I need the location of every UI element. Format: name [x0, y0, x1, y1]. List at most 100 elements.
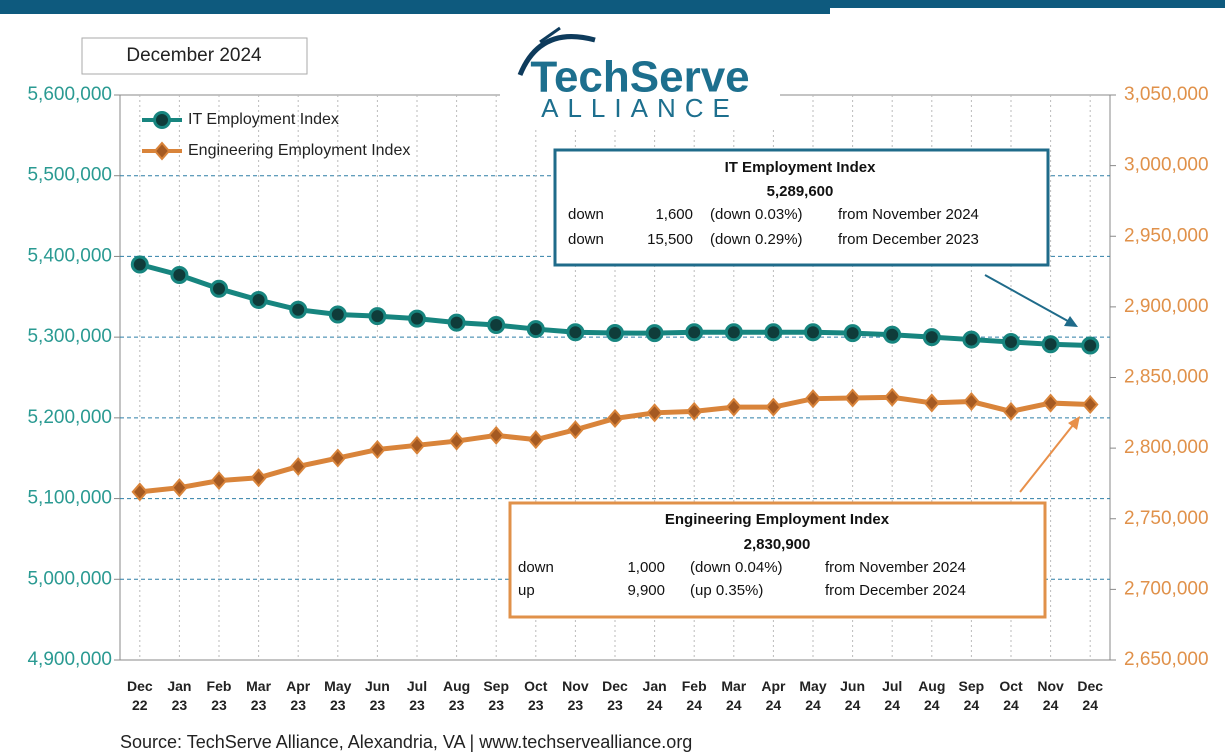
x-tick-label: Dec 23	[602, 678, 628, 713]
legend-label: Engineering Employment Index	[188, 142, 410, 159]
x-tick-label: Jan 23	[167, 678, 191, 713]
marker	[130, 255, 149, 274]
x-tick-label: May 24	[799, 678, 826, 713]
annotation-cell: (down 0.04%)	[690, 559, 783, 576]
marker	[1002, 332, 1020, 351]
marker	[527, 430, 545, 450]
annotation-value: 5,289,600	[767, 183, 834, 200]
annotation-cell: 9,900	[627, 582, 665, 599]
marker	[289, 456, 307, 477]
annotation-cell: from November 2024	[825, 559, 966, 576]
marker	[1002, 401, 1020, 421]
marker	[171, 478, 188, 498]
marker	[963, 391, 980, 412]
y-tick-label: 5,200,000	[27, 407, 112, 428]
marker	[567, 420, 584, 440]
marker	[1081, 336, 1100, 355]
x-tick-label: Dec 22	[127, 678, 153, 713]
marker	[804, 323, 822, 342]
x-tick-label: Aug 23	[443, 678, 470, 713]
y2-tick-label: 2,900,000	[1124, 296, 1209, 317]
marker	[685, 323, 704, 342]
x-tick-label: Oct 24	[999, 678, 1023, 713]
y2-tick-label: 2,650,000	[1124, 649, 1209, 670]
marker	[606, 324, 624, 343]
x-tick-label: Apr 24	[761, 678, 786, 713]
marker	[131, 482, 149, 502]
marker	[883, 387, 901, 407]
data-layer: IT Employment Index Engineering Employmen…	[130, 111, 1100, 502]
marker	[487, 316, 506, 335]
marker	[765, 397, 782, 417]
annotation-cell: (down 0.29%)	[710, 231, 803, 248]
marker	[804, 389, 822, 409]
x-tick-label: Apr 23	[286, 678, 311, 713]
marker	[170, 265, 189, 284]
x-tick-label: Jul 24	[882, 678, 902, 713]
arrow-head	[1064, 316, 1078, 327]
legend-label: IT Employment Index	[188, 111, 339, 128]
marker	[1041, 335, 1060, 354]
marker	[408, 435, 426, 455]
marker	[289, 300, 308, 319]
y2-tick-label: 2,950,000	[1124, 225, 1209, 246]
marker	[448, 431, 465, 451]
marker	[408, 309, 426, 328]
marker	[1081, 394, 1099, 414]
x-tick-label: Jul 23	[407, 678, 427, 713]
x-tick-label: Aug 24	[918, 678, 945, 713]
logo-swoosh	[517, 34, 596, 76]
annotation-cell: from December 2024	[825, 582, 966, 599]
marker	[328, 305, 347, 324]
x-tick-label: Dec 24	[1077, 678, 1103, 713]
x-tick-label: Feb 23	[207, 678, 232, 713]
annotation-box	[508, 501, 1047, 619]
x-tick-label: Feb 24	[682, 678, 707, 713]
source: Source: TechServe Alliance, Alexandria, …	[120, 732, 692, 752]
y-tick-label: 4,900,000	[27, 649, 112, 670]
annotation-cell: down	[568, 231, 604, 248]
marker	[487, 425, 505, 445]
x-tick-label: Nov 24	[1037, 678, 1064, 713]
y-tick-label: 5,000,000	[27, 568, 112, 589]
annotation-cell: (up 0.35%)	[690, 582, 763, 599]
annotation-cell: 1,000	[627, 559, 665, 576]
y-tick-label: 5,100,000	[27, 488, 112, 509]
marker	[210, 279, 228, 298]
logo-sub: ALLIANCE	[541, 93, 739, 123]
date-box	[81, 37, 308, 75]
annotation-cell: 1,600	[655, 206, 693, 223]
marker	[153, 141, 171, 161]
marker	[844, 388, 861, 408]
marker	[526, 320, 545, 339]
annotation-cell: from November 2024	[838, 206, 979, 223]
y-tick-label: 5,600,000	[27, 84, 112, 105]
marker	[368, 307, 387, 326]
y2-tick-label: 3,050,000	[1124, 84, 1209, 105]
annotation-box	[553, 148, 1050, 267]
marker	[685, 401, 703, 421]
y2-tick-label: 2,750,000	[1124, 508, 1209, 529]
marker	[210, 471, 228, 491]
x-tick-label: Mar 23	[246, 678, 271, 713]
marker	[922, 328, 941, 347]
x-tick-label: Mar 24	[721, 678, 746, 713]
chart-title: December 2024	[126, 45, 262, 66]
annotation-cell: up	[518, 582, 535, 599]
x-tick-label: Jun 23	[365, 678, 390, 713]
annotation-cell: from December 2023	[838, 231, 979, 248]
marker	[447, 313, 466, 332]
x-tick-label: Jan 24	[643, 678, 667, 713]
logo-swoosh	[539, 26, 561, 44]
marker	[153, 111, 171, 129]
arrow	[1019, 419, 1078, 493]
annotation-cell: down	[568, 206, 604, 223]
x-tick-label: Oct 23	[524, 678, 548, 713]
y-tick-label: 5,300,000	[27, 326, 112, 347]
x-tick-label: Nov 23	[562, 678, 589, 713]
x-tick-label: May 23	[324, 678, 351, 713]
marker	[566, 323, 585, 342]
marker	[329, 448, 347, 468]
annotation-title: IT Employment Index	[725, 159, 877, 176]
